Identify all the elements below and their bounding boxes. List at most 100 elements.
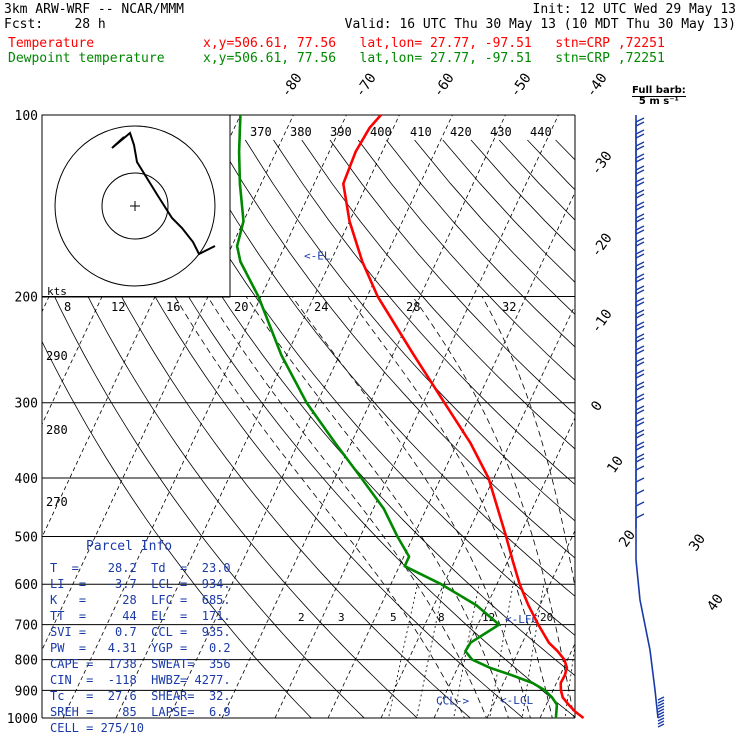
isotherm-label: 0	[588, 398, 606, 414]
parcel-info-row: SVI = 0.7 CCL = 935.	[50, 625, 231, 639]
mixing-ratio-label: 8	[438, 611, 445, 624]
isotherm-line	[168, 115, 453, 718]
dry-adiabat	[669, 140, 740, 731]
wind-barb	[635, 189, 645, 204]
wind-barb-flag	[635, 457, 645, 463]
wind-barb	[635, 465, 645, 480]
isotherm-line	[327, 191, 575, 718]
wind-barb-flag	[635, 205, 645, 211]
wind-barb-flag	[635, 117, 645, 123]
wind-barb	[635, 273, 645, 288]
wind-barb-flag	[635, 453, 645, 459]
parcel-info-row: CELL = 275/10	[50, 721, 144, 735]
level-annotation: <-EL	[304, 249, 331, 262]
wind-barb-flag	[635, 409, 645, 415]
wind-barb-staff	[635, 559, 659, 719]
wind-barb-flag	[635, 405, 645, 411]
wind-barb	[635, 129, 645, 144]
isotherm-line	[221, 115, 506, 718]
level-annotation: CCL->	[436, 694, 469, 707]
isotherm-label: -50	[507, 70, 535, 100]
pressure-tick-label: 600	[15, 578, 38, 593]
dry-adiabat	[42, 268, 365, 718]
dry-adiabat	[357, 139, 575, 381]
wind-barb-flag	[635, 297, 645, 303]
wind-barb-flag	[635, 301, 645, 307]
wind-barb	[635, 393, 645, 408]
moist-adiabat	[207, 296, 487, 718]
wind-barb-flag	[635, 145, 645, 151]
wind-barb-flag	[635, 177, 645, 183]
wind-barb	[635, 153, 645, 168]
parcel-info-row: T = 28.2 Td = 23.0	[50, 561, 231, 575]
hodograph-units-label: kts	[47, 285, 67, 298]
isotherm-label: -80	[278, 70, 306, 100]
wind-barb-flag	[635, 513, 645, 519]
theta-label: 370	[250, 125, 272, 139]
isotherm-line	[433, 416, 575, 718]
temperature-profile	[341, 114, 585, 720]
dry-adiabat	[584, 140, 740, 731]
wind-barb-flag	[635, 253, 645, 259]
wind-barb	[635, 429, 645, 444]
hodograph-ring	[101, 172, 169, 240]
dry-adiabat	[329, 139, 575, 415]
wind-barb-flag	[635, 225, 645, 231]
wind-barb	[635, 321, 645, 336]
mixing-ratio-line	[521, 584, 545, 718]
wind-barb	[635, 513, 645, 528]
wind-barb	[635, 237, 645, 252]
wind-barb-flag	[635, 369, 645, 375]
moist-adiabat	[291, 296, 531, 718]
wind-barb-flag	[635, 217, 645, 223]
hodograph-speed-label: 8	[64, 300, 71, 314]
hodograph-speed-label: 20	[234, 300, 248, 314]
wind-barb-flag	[635, 157, 645, 163]
dry-adiabat	[442, 139, 575, 283]
barb-scale-line1: Full barb:	[632, 85, 686, 97]
wind-barb	[635, 165, 645, 180]
wind-barb-flag	[635, 361, 645, 367]
wind-barb-flag	[657, 699, 665, 704]
valid-time: Valid: 16 UTC Thu 30 May 13 (10 MDT Thu …	[344, 17, 736, 32]
hodograph-direction-label: 290	[46, 349, 68, 363]
wind-barb-flag	[635, 385, 645, 391]
isotherm-label: -10	[588, 306, 616, 336]
isotherm-label: 20	[616, 527, 639, 550]
pressure-tick-label: 100	[15, 109, 38, 124]
isotherm-label: 40	[704, 591, 727, 614]
moist-adiabat	[174, 296, 465, 718]
dewpoint-profile	[235, 114, 559, 719]
wind-barb-flag	[635, 309, 645, 315]
dry-adiabat	[640, 140, 740, 731]
wind-barb	[635, 489, 645, 504]
wind-barb-flag	[635, 165, 645, 171]
dry-adiabat	[697, 140, 740, 731]
wind-barb-flag	[635, 373, 645, 379]
theta-label: 440	[530, 125, 552, 139]
dry-adiabat	[612, 140, 740, 731]
wind-barb	[635, 177, 645, 192]
wind-barb-flag	[635, 129, 645, 135]
wind-barb	[635, 309, 645, 324]
pressure-tick-label: 700	[15, 619, 38, 634]
isotherm-line	[274, 115, 559, 718]
isotherm-line	[42, 115, 294, 651]
theta-label: 400	[370, 125, 392, 139]
wind-barb-flag	[635, 429, 645, 435]
wind-barb	[635, 201, 645, 216]
isotherm-label: -70	[352, 70, 380, 100]
pressure-tick-label: 300	[15, 397, 38, 412]
temperature-location: x,y=506.61, 77.56 lat,lon= 27.77, -97.51…	[203, 36, 665, 51]
isotherm-line	[539, 642, 575, 718]
wind-barb	[635, 381, 645, 396]
hodograph-speed-label: 24	[314, 300, 328, 314]
dry-adiabat	[725, 140, 740, 731]
wind-barb	[635, 501, 645, 516]
wind-barb-flag	[635, 237, 645, 243]
hodograph-speed-label: 32	[502, 300, 516, 314]
wind-barb-flag	[657, 717, 665, 722]
dry-adiabat	[75, 139, 524, 718]
parcel-info-row: SREH = 85 LAPSE= 6.9	[50, 705, 231, 719]
